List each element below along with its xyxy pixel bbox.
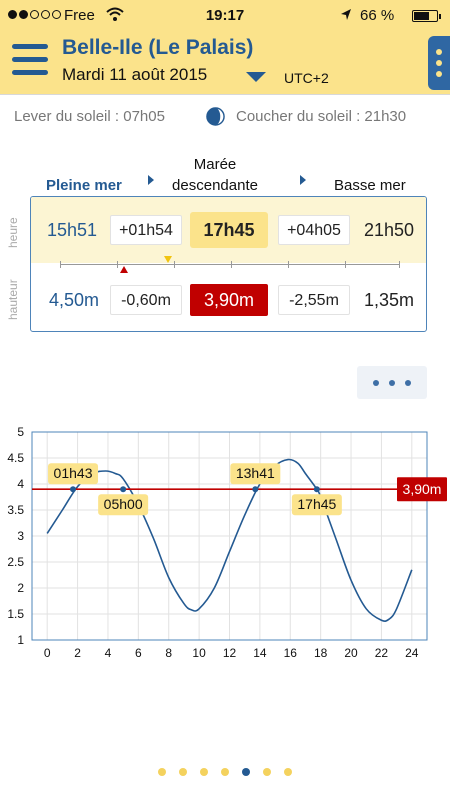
y-tick-label: 2.5 bbox=[7, 555, 24, 569]
x-tick-label: 18 bbox=[314, 646, 328, 660]
wifi-icon bbox=[106, 7, 124, 21]
sun-times: Lever du soleil : 07h05 Coucher du solei… bbox=[0, 107, 450, 128]
arrow-right-icon bbox=[300, 175, 306, 185]
page-dot[interactable] bbox=[284, 768, 292, 776]
x-tick-label: 10 bbox=[192, 646, 206, 660]
clock: 19:17 bbox=[205, 7, 245, 24]
location-title[interactable]: Belle-Ile (Le Palais) bbox=[62, 36, 254, 59]
app-header: Belle-Ile (Le Palais) Mardi 11 août 2015… bbox=[0, 32, 450, 94]
current-height[interactable]: 3,90m bbox=[190, 284, 268, 316]
battery-icon bbox=[412, 10, 441, 22]
tide-state-line1: Marée bbox=[193, 156, 237, 173]
scale-tick bbox=[174, 261, 175, 268]
y-tick-label: 4.5 bbox=[7, 451, 24, 465]
current-time-marker-icon bbox=[164, 256, 172, 263]
x-tick-label: 12 bbox=[223, 646, 237, 660]
x-tick-label: 22 bbox=[375, 646, 389, 660]
crossing-point bbox=[252, 486, 259, 493]
sunrise-text: Lever du soleil : 07h05 bbox=[14, 108, 165, 125]
page-dot[interactable] bbox=[242, 768, 250, 776]
arrow-right-icon bbox=[148, 175, 154, 185]
scale-tick bbox=[60, 261, 61, 268]
location-arrow-icon bbox=[341, 9, 351, 20]
low-tide-height: 1,35m bbox=[363, 290, 415, 310]
sunset-text: Coucher du soleil : 21h30 bbox=[236, 108, 407, 125]
x-tick-label: 24 bbox=[405, 646, 419, 660]
height-diff-before: -0,60m bbox=[110, 285, 182, 315]
x-tick-label: 2 bbox=[74, 646, 81, 660]
carrier-name: Free bbox=[64, 7, 95, 24]
date-dropdown-icon[interactable] bbox=[246, 72, 266, 82]
scale-tick bbox=[117, 261, 118, 268]
scale-tick bbox=[399, 261, 400, 268]
hour-side-label: heure bbox=[6, 217, 20, 248]
header-divider bbox=[0, 94, 450, 95]
crossing-point bbox=[313, 486, 320, 493]
moon-phase-icon bbox=[206, 107, 225, 126]
battery-percent: 66 % bbox=[360, 7, 395, 24]
x-tick-label: 14 bbox=[253, 646, 267, 660]
y-tick-label: 5 bbox=[17, 425, 24, 439]
date-label[interactable]: Mardi 11 août 2015 bbox=[62, 65, 208, 84]
height-diff-after: -2,55m bbox=[278, 285, 350, 315]
annotation-label-bg bbox=[230, 463, 281, 485]
high-tide-height: 4,50m bbox=[48, 290, 100, 310]
low-tide-label: Basse mer bbox=[334, 177, 406, 194]
page-dot[interactable] bbox=[263, 768, 271, 776]
page-dot[interactable] bbox=[158, 768, 166, 776]
tide-scale bbox=[60, 264, 400, 265]
y-tick-label: 1.5 bbox=[7, 607, 24, 621]
annotation-label-bg bbox=[98, 494, 149, 516]
y-tick-label: 3.5 bbox=[7, 503, 24, 517]
page-dot[interactable] bbox=[200, 768, 208, 776]
page-dot[interactable] bbox=[221, 768, 229, 776]
x-tick-label: 20 bbox=[344, 646, 358, 660]
x-tick-label: 8 bbox=[165, 646, 172, 660]
annotation-label: 17h45 bbox=[297, 496, 336, 512]
annotation-label: 01h43 bbox=[54, 465, 93, 481]
plot-border bbox=[31, 431, 428, 641]
x-tick-label: 6 bbox=[135, 646, 142, 660]
crossing-point bbox=[70, 486, 77, 493]
y-tick-label: 2 bbox=[17, 581, 24, 595]
more-options-button[interactable] bbox=[428, 36, 450, 90]
signal-icon bbox=[8, 10, 61, 19]
x-tick-label: 4 bbox=[105, 646, 112, 660]
annotation-label-bg bbox=[291, 494, 342, 516]
tide-state-line2: descendante bbox=[172, 177, 258, 194]
tide-chart: 11.522.533.544.550 2 4 6 8 10 12 14 16 18 20 22 243,… bbox=[7, 425, 447, 660]
scale-tick bbox=[345, 261, 346, 268]
height-side-label: hauteur bbox=[6, 279, 20, 320]
high-tide-label: Pleine mer bbox=[46, 177, 122, 194]
y-tick-label: 4 bbox=[17, 477, 24, 491]
timezone-label: UTC+2 bbox=[284, 70, 329, 86]
page-dot[interactable] bbox=[179, 768, 187, 776]
options-button[interactable] bbox=[357, 366, 427, 399]
annotation-label-bg bbox=[48, 463, 99, 485]
annotation-label: 05h00 bbox=[104, 496, 143, 512]
time-diff-before: +01h54 bbox=[110, 215, 182, 245]
sunrise-marker-icon bbox=[120, 266, 128, 273]
tide-state-label: Marée descendante bbox=[170, 154, 260, 196]
crossing-point bbox=[120, 486, 127, 493]
annotation-label: 13h41 bbox=[236, 465, 275, 481]
y-tick-label: 1 bbox=[17, 633, 24, 647]
scale-tick bbox=[231, 261, 232, 268]
reference-label: 3,90m bbox=[403, 481, 442, 497]
tide-series-line bbox=[46, 458, 413, 622]
page-indicator[interactable] bbox=[0, 768, 450, 780]
reference-label-bg bbox=[397, 477, 447, 502]
scale-tick bbox=[288, 261, 289, 268]
x-tick-label: 16 bbox=[284, 646, 298, 660]
x-tick-label: 0 bbox=[44, 646, 51, 660]
y-tick-label: 3 bbox=[17, 529, 24, 543]
time-diff-after: +04h05 bbox=[278, 215, 350, 245]
low-tide-time: 21h50 bbox=[363, 220, 415, 240]
status-bar: Free 19:17 66 % bbox=[0, 0, 450, 32]
current-time[interactable]: 17h45 bbox=[190, 212, 268, 248]
menu-icon[interactable] bbox=[12, 42, 48, 78]
high-tide-time: 15h51 bbox=[46, 220, 98, 240]
